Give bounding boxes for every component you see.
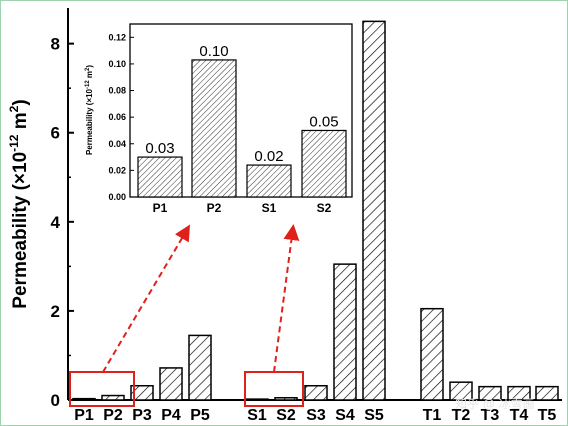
inset-x-tick-label: P2 [207,201,222,215]
inset-y-axis-label: Permeability (×10-12 m2) [85,65,94,155]
x-tick-label: T3 [481,407,500,424]
bar-p5 [188,334,212,401]
x-tick-label: P4 [161,407,181,424]
x-tick-label: T4 [510,407,529,424]
inset-y-tick-label: 0.00 [108,192,126,202]
main-plot: 0 2 4 6 8 P1 P2 P3 P4 P5 S1 S2 S3 S4 S5 T1 T2 T3 T4 T5 Perme… [7,8,562,424]
inset-y-tick-label: 0.02 [108,165,126,175]
bar-t3 [478,385,502,401]
x-tick-label: S2 [276,407,296,424]
bar-s2 [274,397,298,401]
inset-plot: 0.00 0.02 0.04 0.06 0.08 0.10 0.12 0.03 P1 0.10 P2… [85,23,353,215]
inset-x-tick-label: P1 [153,201,168,215]
watermark: 知乎 @ 冰雪画 [455,397,535,411]
y-tick-label: 0 [51,391,60,410]
x-tick-label: T5 [538,407,557,424]
y-tick-label: 2 [51,302,60,321]
bar-p1 [72,397,96,401]
bar-t1 [420,307,444,401]
y-tick-label: 6 [51,124,60,143]
x-tick-label: S3 [306,407,326,424]
inset-y-tick-label: 0.06 [108,112,126,122]
inset-y-tick-label: 0.08 [108,86,126,96]
x-tick-label: P3 [132,407,152,424]
inset-x-tick-label: S2 [317,201,332,215]
arrow-s [273,224,300,373]
inset-bar-s2 [301,129,347,198]
inset-bar-s1 [246,164,292,198]
inset-y-tick-label: 0.12 [108,32,126,42]
x-tick-label: P2 [103,407,123,424]
x-tick-label: S5 [364,407,384,424]
y-axis-label: Permeability (×10-12 m2) [7,99,31,308]
bar-t4 [507,385,531,401]
x-tick-label: T1 [423,407,442,424]
inset-bar-p1 [137,156,183,198]
inset-data-label: 0.10 [199,43,228,60]
inset-data-label: 0.03 [145,140,174,157]
bar-p4 [159,367,183,401]
y-tick-label: 4 [51,213,61,232]
inset-data-label: 0.02 [254,148,283,165]
inset-x-tick-label: S1 [262,201,277,215]
bar-p3 [130,384,154,401]
y-tick-label: 8 [51,35,60,54]
highlight-box-1 [69,371,135,407]
bar-t2 [449,381,473,401]
bar-p2 [101,394,125,401]
x-tick-label: S1 [247,407,267,424]
x-tick-label: S4 [335,407,355,424]
inset-y-tick-label: 0.04 [108,139,126,149]
arrow-p [102,224,191,373]
inset-data-label: 0.05 [309,113,338,130]
x-tick-label: P5 [190,407,210,424]
x-tick-label: T2 [452,407,471,424]
x-tick-label: P1 [74,407,94,424]
bar-s1 [245,398,269,401]
bar-s3 [304,384,328,401]
inset-y-tick-label: 0.10 [108,59,126,69]
bar-s5 [362,20,386,401]
bar-s4 [333,263,357,401]
inset-bar-p2 [191,59,237,198]
bar-t5 [535,385,559,401]
